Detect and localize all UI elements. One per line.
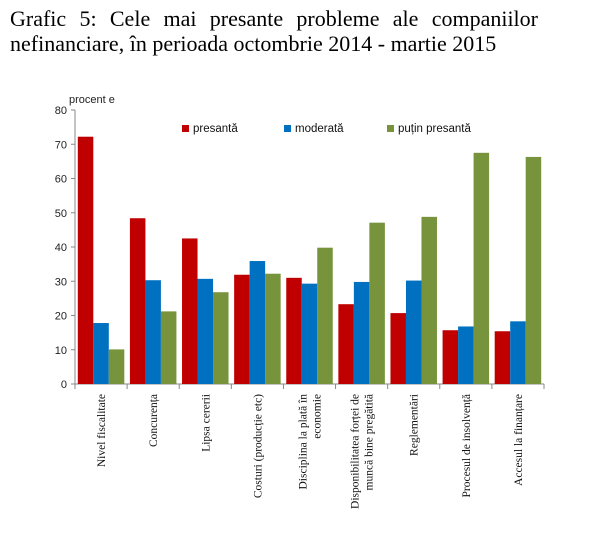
x-category-label-line: Disciplina la plată în — [298, 394, 310, 490]
y-tick-label: 70 — [55, 139, 67, 151]
bar-presanta — [182, 238, 198, 384]
x-category-label: Accesul la finanțare — [513, 394, 525, 486]
legend-swatch — [284, 125, 291, 132]
y-tick-label: 60 — [55, 174, 67, 186]
bar-presanta — [442, 330, 459, 384]
bar-moderata — [405, 280, 422, 384]
bar-moderata — [458, 326, 474, 384]
y-tick-label: 50 — [55, 208, 67, 220]
bar-moderata — [197, 278, 214, 384]
bar-putin-presanta — [473, 152, 490, 384]
bar-presanta — [494, 331, 511, 384]
x-category-label-line: economie — [312, 394, 324, 439]
bar-putin-presanta — [213, 292, 229, 384]
x-category-label: Disciplina la plată în economie — [298, 394, 324, 490]
legend-label: moderată — [295, 123, 344, 135]
bar-presanta — [338, 304, 354, 384]
y-tick-label: 80 — [55, 105, 67, 117]
y-tick-label: 30 — [55, 276, 67, 288]
bar-putin-presanta — [108, 349, 125, 384]
y-tick-label: 10 — [55, 345, 67, 357]
x-category-label-line: Reglementări — [409, 394, 421, 456]
bar-presanta — [234, 274, 250, 384]
x-category-label: Lipsa cererii — [200, 394, 212, 452]
chart-title: Grafic 5: Cele mai presante probleme ale… — [10, 6, 538, 56]
x-category-label: Reglementări — [409, 394, 421, 456]
bar-putin-presanta — [369, 222, 385, 384]
bar-moderata — [301, 283, 318, 384]
bar-moderata — [249, 261, 266, 384]
x-category-label-line: muncă bine pregătită — [364, 394, 376, 490]
legend-label: presantă — [193, 123, 238, 135]
y-tick-label: 40 — [55, 242, 67, 254]
x-category-label: Costuri (producție etc) — [252, 394, 264, 498]
x-category-label-line: Procesul de insolvență — [461, 394, 473, 497]
bar-putin-presanta — [160, 311, 177, 384]
y-tick-label: 20 — [55, 311, 67, 323]
x-category-label: Disponibilitatea forței de muncă bine pre… — [350, 394, 376, 509]
x-category-label-line: Lipsa cererii — [200, 394, 212, 452]
bar-presanta — [390, 313, 406, 384]
bar-presanta — [77, 136, 94, 384]
x-category-label: Procesul de insolvență — [461, 394, 473, 497]
x-category-label-line: Disponibilitatea forței de — [350, 394, 362, 509]
bar-presanta — [129, 218, 146, 384]
bar-moderata — [145, 280, 161, 384]
x-category-label: Concurența — [148, 394, 160, 447]
x-category-label: Nivel fiscalitate — [96, 394, 108, 467]
bar-putin-presanta — [265, 273, 281, 384]
x-category-label-line: Concurența — [148, 394, 160, 447]
bar-moderata — [510, 321, 526, 384]
y-unit-label: procent e — [69, 94, 115, 106]
bar-moderata — [353, 281, 370, 384]
bar-moderata — [93, 323, 109, 384]
bar-putin-presanta — [317, 247, 333, 384]
y-tick-label: 0 — [61, 379, 67, 391]
bar-putin-presanta — [525, 156, 542, 384]
legend-label: puțin presantă — [398, 123, 471, 135]
legend-swatch — [387, 125, 394, 132]
x-category-label-line: Nivel fiscalitate — [96, 394, 108, 467]
x-category-label-line: Accesul la finanțare — [513, 394, 525, 486]
legend-swatch — [182, 125, 189, 132]
x-category-label-line: Costuri (producție etc) — [252, 394, 264, 498]
bar-presanta — [286, 277, 302, 384]
bar-putin-presanta — [421, 216, 437, 384]
